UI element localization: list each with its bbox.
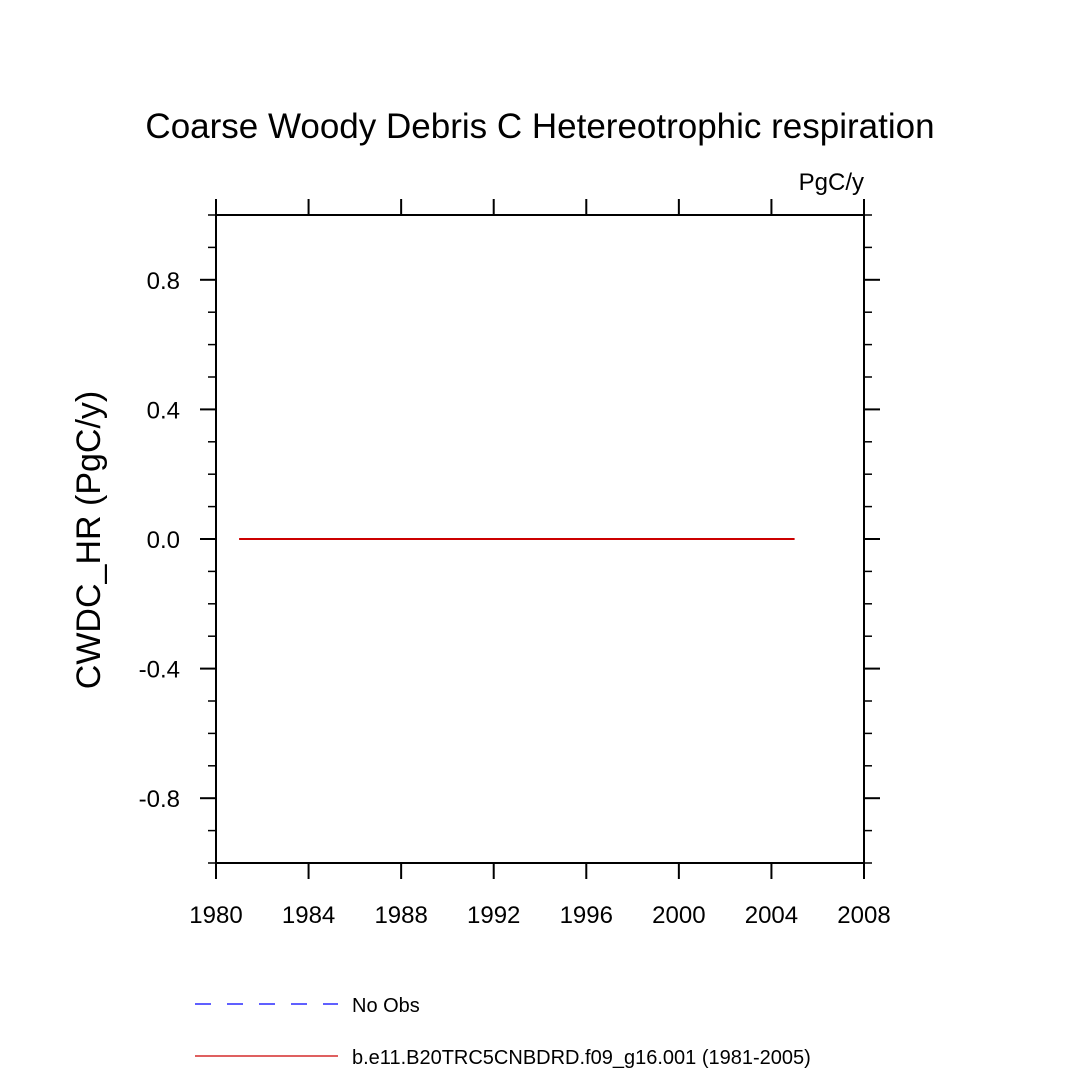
chart-title: Coarse Woody Debris C Hetereotrophic res… — [145, 107, 934, 146]
x-tick-label: 1992 — [467, 902, 520, 929]
x-tick-label: 1980 — [189, 902, 242, 929]
x-tick-label: 2000 — [652, 902, 705, 929]
x-tick-label: 1984 — [282, 902, 335, 929]
legend-label: b.e11.B20TRC5CNBDRD.f09_g16.001 (1981-20… — [352, 1047, 811, 1069]
axes: 1980 1984 1988 1992 1996 2000 2004 2008 -0.8 -0.4… — [139, 199, 891, 929]
y-axis-label: CWDC_HR (PgC/y) — [70, 391, 108, 689]
units-label: PgC/y — [799, 169, 864, 196]
y-tick-label: 0.0 — [147, 527, 180, 554]
legend-label: No Obs — [352, 995, 420, 1017]
y-tick-label: -0.8 — [139, 786, 180, 813]
y-tick-label: -0.4 — [139, 657, 180, 684]
y-tick-label: 0.8 — [147, 268, 180, 295]
x-tick-label: 2008 — [837, 902, 890, 929]
x-tick-label: 2004 — [745, 902, 798, 929]
x-tick-label: 1996 — [560, 902, 613, 929]
x-tick-label: 1988 — [374, 902, 427, 929]
legend: No Obs b.e11.B20TRC5CNBDRD.f09_g16.001 (1… — [195, 995, 811, 1069]
y-tick-label: 0.4 — [147, 397, 180, 424]
